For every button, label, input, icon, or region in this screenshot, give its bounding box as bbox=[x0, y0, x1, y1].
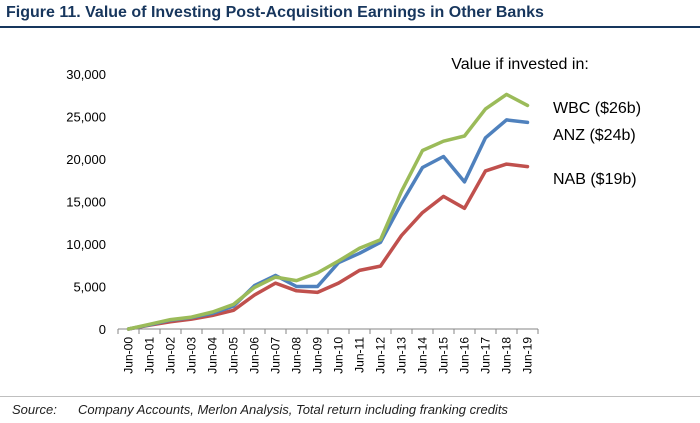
x-tick-label: Jun-13 bbox=[395, 337, 409, 374]
chart-title: Value if invested in: bbox=[451, 56, 589, 73]
x-tick-label: Jun-08 bbox=[290, 337, 304, 374]
y-tick-label: 20,000 bbox=[66, 152, 106, 167]
x-tick-label: Jun-04 bbox=[206, 337, 220, 374]
x-axis: Jun-00 Jun-01 Jun-02 Jun-03 Jun-04 Jun-05 Jun-… bbox=[117, 328, 539, 374]
source-note: Source: Company Accounts, Merlon Analysis… bbox=[12, 400, 508, 420]
x-tick-label: Jun-09 bbox=[311, 337, 325, 374]
x-tick-label: Jun-02 bbox=[164, 337, 178, 374]
y-tick-label: 0 bbox=[99, 322, 106, 337]
x-tick-label: Jun-10 bbox=[332, 337, 346, 374]
x-tick-label: Jun-14 bbox=[416, 337, 430, 374]
x-tick-label: Jun-05 bbox=[227, 337, 241, 374]
x-tick-label: Jun-01 bbox=[143, 337, 157, 374]
series-label-wbc: WBC ($26b) bbox=[553, 100, 641, 117]
y-tick-label: 30,000 bbox=[66, 67, 106, 82]
x-tick-label: Jun-11 bbox=[353, 337, 367, 373]
plot-lines bbox=[126, 92, 530, 331]
series-line-anz bbox=[126, 118, 530, 331]
y-axis: 0 5,000 10,000 15,000 20,000 25,000 30,000 bbox=[66, 67, 106, 337]
series-line-nab bbox=[126, 162, 530, 331]
x-tick-label: Jun-07 bbox=[269, 337, 283, 374]
y-tick-label: 15,000 bbox=[66, 195, 106, 210]
series-labels: WBC ($26b) ANZ ($24b) NAB ($19b) bbox=[553, 100, 641, 188]
x-tick-label: Jun-00 bbox=[122, 337, 136, 374]
figure-title: Figure 11. Value of Investing Post-Acqui… bbox=[0, 0, 700, 28]
x-tick-label: Jun-18 bbox=[500, 337, 514, 374]
x-tick-label: Jun-19 bbox=[521, 337, 535, 374]
x-tick-label: Jun-03 bbox=[185, 337, 199, 374]
y-tick-label: 10,000 bbox=[66, 237, 106, 252]
source-text: Company Accounts, Merlon Analysis, Total… bbox=[78, 402, 508, 417]
y-tick-label: 5,000 bbox=[73, 280, 106, 295]
x-tick-label: Jun-16 bbox=[458, 337, 472, 374]
source-divider bbox=[0, 396, 700, 397]
x-tick-label: Jun-12 bbox=[374, 337, 388, 374]
line-chart: Value if invested in: 0 5,000 10,000 15,000… bbox=[66, 56, 641, 374]
x-tick-label: Jun-06 bbox=[248, 337, 262, 374]
source-label: Source: bbox=[12, 402, 57, 417]
series-label-nab: NAB ($19b) bbox=[553, 171, 637, 188]
x-tick-label: Jun-15 bbox=[437, 337, 451, 374]
series-label-anz: ANZ ($24b) bbox=[553, 127, 636, 144]
series-line-wbc bbox=[126, 92, 530, 331]
y-tick-label: 25,000 bbox=[66, 110, 106, 125]
x-tick-label: Jun-17 bbox=[479, 337, 493, 374]
